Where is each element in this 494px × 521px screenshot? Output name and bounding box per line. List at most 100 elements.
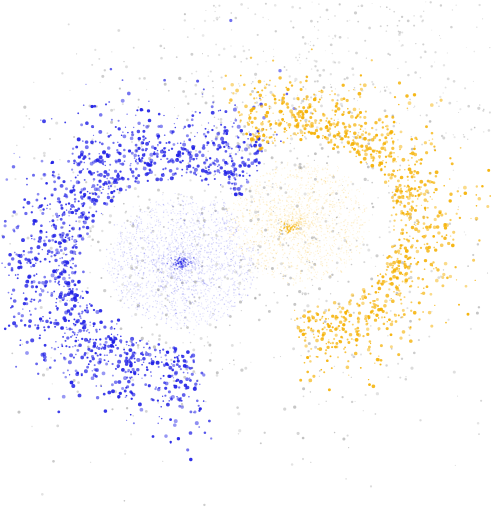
orange-point <box>304 225 306 227</box>
blue-point <box>139 270 141 272</box>
blue-point <box>173 287 176 289</box>
blue-point <box>176 237 178 238</box>
blue-point <box>183 266 185 268</box>
gray-point <box>352 73 355 76</box>
gray-point <box>61 72 64 75</box>
gray-point <box>280 161 283 164</box>
blue-point <box>22 308 24 310</box>
blue-point <box>72 322 75 325</box>
orange-point <box>297 233 299 235</box>
blue-point <box>109 163 112 166</box>
blue-point <box>208 227 210 229</box>
blue-point <box>166 287 168 289</box>
gray-point <box>353 87 356 89</box>
blue-point <box>53 269 57 273</box>
blue-point <box>185 213 187 215</box>
blue-point <box>141 304 144 307</box>
blue-point <box>169 251 171 253</box>
gray-point <box>300 102 302 104</box>
blue-point <box>103 359 106 361</box>
blue-point <box>191 265 194 267</box>
blue-point <box>192 245 194 247</box>
blue-point <box>223 259 225 261</box>
blue-point <box>175 266 177 268</box>
blue-point <box>214 221 216 223</box>
blue-point <box>78 315 82 318</box>
blue-point <box>224 141 228 144</box>
gray-point <box>415 42 417 45</box>
blue-point <box>100 385 103 388</box>
gray-point <box>477 106 481 110</box>
gray-point <box>140 145 143 148</box>
gray-point <box>207 129 210 131</box>
blue-point <box>230 306 232 308</box>
blue-point <box>181 311 183 314</box>
orange-point <box>341 244 343 246</box>
blue-point <box>186 257 188 259</box>
blue-point <box>125 227 127 229</box>
blue-point <box>137 289 139 291</box>
blue-point <box>174 291 176 293</box>
blue-point <box>184 316 186 319</box>
gray-point <box>255 101 259 104</box>
gray-point <box>241 101 244 104</box>
blue-point <box>151 263 154 266</box>
blue-point <box>217 143 221 148</box>
blue-point <box>183 294 185 296</box>
blue-point <box>57 241 62 245</box>
gray-point <box>475 311 479 315</box>
gray-point <box>236 141 240 145</box>
blue-point <box>200 277 202 279</box>
blue-point <box>203 251 205 253</box>
blue-point <box>198 222 200 224</box>
blue-point <box>116 224 118 226</box>
blue-point <box>183 254 185 257</box>
blue-point <box>146 308 148 310</box>
blue-point <box>182 246 184 248</box>
gray-point <box>452 79 456 83</box>
blue-point <box>200 244 202 246</box>
blue-point <box>158 268 160 270</box>
blue-point <box>161 281 163 283</box>
blue-point <box>186 261 189 263</box>
blue-point <box>180 275 183 277</box>
orange-point <box>321 263 324 265</box>
blue-point <box>169 260 171 262</box>
blue-point <box>163 241 165 242</box>
blue-point <box>136 260 139 262</box>
blue-point <box>180 287 182 289</box>
blue-point <box>184 311 186 313</box>
gray-point <box>318 3 320 5</box>
gray-point <box>128 276 132 279</box>
blue-point <box>113 251 115 253</box>
gray-point <box>257 210 260 213</box>
blue-point <box>54 280 57 283</box>
gray-point <box>191 72 193 75</box>
blue-point <box>164 233 166 235</box>
gray-point <box>137 98 140 101</box>
blue-point <box>3 219 7 223</box>
blue-point <box>220 251 222 253</box>
blue-point <box>161 258 163 260</box>
orange-point <box>287 196 289 199</box>
blue-point <box>75 161 77 164</box>
blue-point <box>188 287 190 289</box>
blue-point <box>79 160 83 164</box>
blue-point <box>80 202 83 205</box>
blue-point <box>197 256 199 259</box>
blue-point <box>171 305 173 306</box>
blue-point <box>195 285 197 287</box>
gray-point <box>353 97 356 100</box>
blue-point <box>173 384 175 387</box>
blue-point <box>214 137 218 141</box>
blue-point <box>210 271 212 273</box>
gray-point <box>277 202 280 204</box>
blue-point <box>121 240 123 243</box>
gray-point <box>353 11 358 15</box>
orange-point <box>237 225 239 227</box>
blue-point <box>152 234 154 235</box>
blue-point <box>227 181 231 185</box>
blue-point <box>212 248 214 250</box>
blue-point <box>107 390 112 395</box>
blue-point <box>210 312 212 314</box>
